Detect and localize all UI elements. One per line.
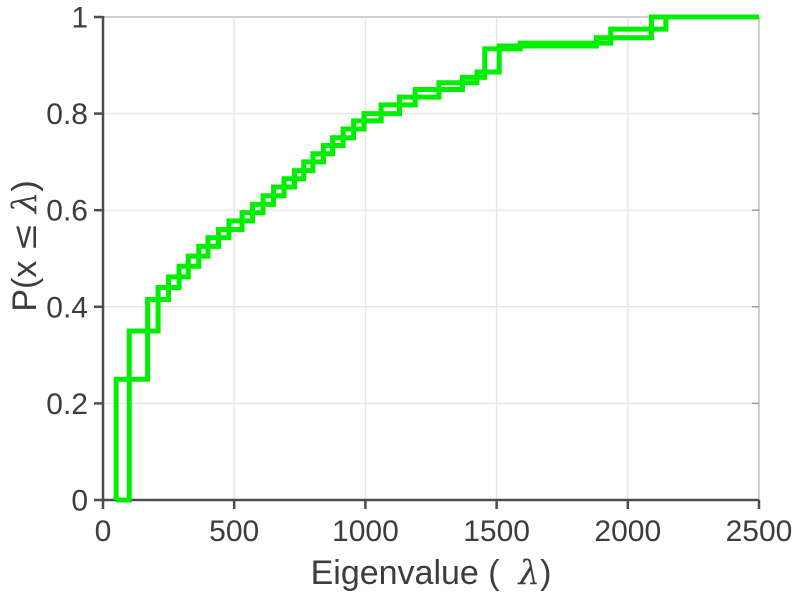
xlabel-text: Eigenvalue ( (310, 554, 519, 592)
ecdf-curve (113, 14, 759, 500)
leq-symbol: ≤ (5, 222, 45, 252)
lambda-symbol: λ (518, 553, 541, 593)
x-tick-label: 1500 (463, 515, 530, 548)
y-tick-label: 0.4 (46, 291, 88, 324)
y-tick-label: 0.8 (46, 98, 88, 131)
y-tick-label: 0.6 (46, 195, 88, 228)
x-tick-label: 500 (209, 515, 259, 548)
ylabel-space (6, 213, 44, 222)
x-tick-label: 2000 (594, 515, 661, 548)
ylabel-close: ) (6, 180, 44, 192)
ylabel-text: P(x (6, 251, 44, 312)
y-axis-label: P(x ≤ λ) (5, 180, 45, 311)
x-tick-label: 1000 (332, 515, 399, 548)
xlabel-close: ) (540, 554, 552, 592)
x-axis-label: Eigenvalue ( λ) (311, 553, 552, 593)
lambda-symbol: λ (5, 191, 45, 214)
y-tick-label: 0 (71, 485, 88, 518)
x-tick-label: 0 (95, 515, 112, 548)
x-tick-label: 2500 (726, 515, 793, 548)
y-tick-label: 1 (71, 2, 88, 35)
y-tick-label: 0.2 (46, 388, 88, 421)
